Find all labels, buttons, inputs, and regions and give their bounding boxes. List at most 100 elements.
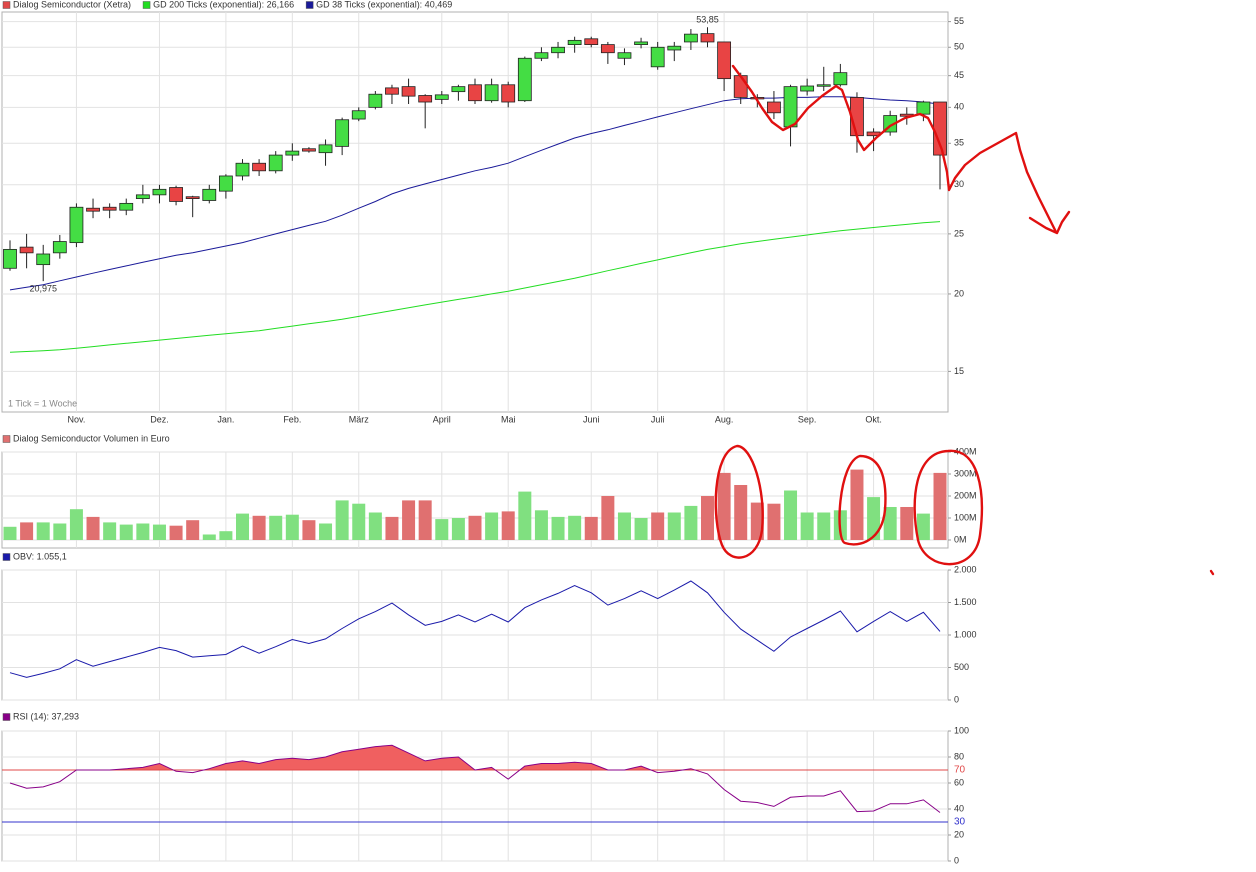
candle-body (119, 202, 134, 211)
volume-bar (20, 522, 34, 540)
candle-body (268, 154, 283, 172)
hand-annotation (714, 444, 764, 559)
reference-label: 70 (954, 765, 966, 776)
volume-bar (269, 515, 283, 540)
candle-body (351, 110, 366, 120)
volume-bar (900, 506, 914, 540)
volume-bar (86, 516, 100, 540)
x-tick-label: Sep. (798, 414, 817, 424)
legend-label: Dialog Semiconductor Volumen in Euro (13, 433, 170, 443)
candle-body (52, 241, 67, 254)
candle-body (202, 188, 217, 201)
volume-bar (451, 517, 465, 540)
moving-average-line (9, 221, 941, 353)
volume-bar (468, 515, 482, 540)
volume-bar (385, 516, 399, 540)
candle-body (36, 253, 51, 266)
volume-bar (285, 514, 299, 540)
x-tick-label: Feb. (283, 414, 301, 424)
volume-bar (867, 497, 881, 540)
volume-bar (69, 509, 83, 540)
y-tick-label: 400M (954, 446, 977, 456)
volume-bar (667, 512, 681, 540)
x-tick-label: April (433, 414, 451, 424)
volume-bar (684, 505, 698, 540)
legend-label: OBV: 1.055,1 (13, 551, 67, 561)
hand-annotation (913, 449, 984, 566)
candle-body (335, 119, 350, 147)
legend-label: Dialog Semiconductor (Xetra) (13, 0, 131, 9)
volume-bar (534, 510, 548, 540)
volume-bar (568, 515, 582, 540)
x-tick-label: Juni (583, 414, 600, 424)
volume-bar (501, 511, 515, 540)
candle-body (318, 144, 333, 154)
volume-bar (202, 534, 216, 540)
volume-bar (933, 472, 947, 540)
volume-bar (551, 516, 565, 540)
volume-bar (784, 490, 798, 540)
candle-body (617, 52, 632, 59)
candle-body (19, 246, 34, 254)
legend-swatch (2, 1, 11, 9)
y-tick-label: 1.000 (954, 629, 977, 639)
indicator-line (9, 580, 941, 678)
x-tick-label: Jan. (217, 414, 234, 424)
candle-body (650, 46, 665, 68)
volume-bar (302, 520, 316, 540)
hand-annotation (731, 64, 1058, 234)
candle-body (717, 41, 732, 80)
candle-body (218, 175, 233, 192)
volume-bar (617, 512, 631, 540)
volume-bar (883, 506, 897, 540)
y-tick-label: 0 (954, 694, 959, 704)
y-tick-label: 45 (954, 70, 964, 80)
y-tick-label: 30 (954, 179, 964, 189)
y-tick-label: 0 (954, 855, 959, 865)
volume-bar (186, 520, 200, 540)
y-tick-label: 60 (954, 777, 964, 787)
candle-body (235, 162, 250, 177)
volume-bar (136, 523, 150, 540)
volume-bar (734, 484, 748, 540)
candle-body (584, 38, 599, 45)
candle-body (135, 194, 150, 200)
candle-body (816, 84, 831, 87)
y-tick-label: 0M (954, 534, 967, 544)
y-tick-label: 100M (954, 512, 977, 522)
y-tick-label: 35 (954, 138, 964, 148)
y-tick-label: 40 (954, 803, 964, 813)
volume-bar (485, 512, 499, 540)
x-tick-label: Mai (501, 414, 516, 424)
volume-bar (3, 526, 17, 540)
footnote: 1 Tick = 1 Woche (8, 398, 77, 408)
candle-body (418, 95, 433, 103)
candle-body (567, 39, 582, 45)
y-tick-label: 200M (954, 490, 977, 500)
candle-body (700, 33, 715, 43)
candle-body (69, 206, 84, 244)
x-tick-label: Nov. (68, 414, 86, 424)
x-tick-label: Okt. (865, 414, 882, 424)
y-tick-label: 100 (954, 725, 969, 735)
y-tick-label: 300M (954, 468, 977, 478)
volume-bar (36, 522, 50, 540)
candle-body (468, 84, 482, 102)
x-tick-label: Juli (651, 414, 665, 424)
volume-bar (518, 491, 532, 540)
volume-bar (750, 502, 764, 540)
candle-body (434, 94, 449, 100)
volume-bar (584, 516, 598, 540)
volume-bar (252, 515, 266, 540)
candle-body (916, 101, 931, 115)
volume-bar (701, 495, 714, 540)
legend-label: GD 200 Ticks (exponential): 26,166 (153, 0, 294, 9)
y-tick-label: 25 (954, 228, 964, 238)
y-tick-label: 500 (954, 662, 969, 672)
volume-bar (103, 522, 117, 540)
x-tick-label: März (349, 414, 369, 424)
candle-body (767, 101, 781, 114)
candle-body (667, 45, 682, 51)
volume-bar (236, 513, 249, 540)
